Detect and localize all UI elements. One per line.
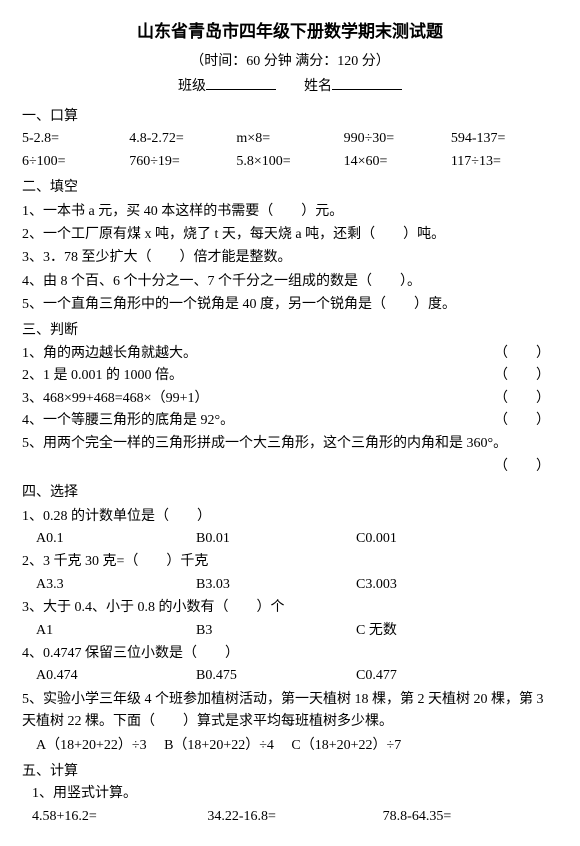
choice-q4-stem: 4、0.4747 保留三位小数是（ ） — [22, 643, 558, 665]
calc-item: 78.8-64.35= — [383, 806, 558, 828]
calc-item: 4.58+16.2= — [32, 806, 207, 828]
judge-paren: （ ） — [494, 410, 558, 432]
choice-opt-a: A1 — [36, 620, 196, 642]
choice-opt-a: A0.474 — [36, 665, 196, 687]
fill-q5: 5、一个直角三角形中的一个锐角是 40 度，另一个锐角是（ ）度。 — [22, 294, 558, 316]
name-label: 姓名 — [304, 79, 332, 94]
mental-item: m×8= — [236, 128, 343, 150]
judge-q5-stem: 5、用两个完全一样的三角形拼成一个大三角形，这个三角形的内角和是 360°。 — [22, 433, 558, 455]
choice-q3-opts: A1 B3 C 无数 — [22, 620, 558, 642]
judge-q4: 4、一个等腰三角形的底角是 92°。 （ ） — [22, 410, 558, 432]
choice-q3-stem: 3、大于 0.4、小于 0.8 的小数有（ ）个 — [22, 597, 558, 619]
choice-opt-a: A3.3 — [36, 574, 196, 596]
judge-q5-paren-line: （ ） — [22, 456, 558, 478]
class-blank — [206, 76, 276, 90]
judge-q3: 3、468×99+468=468×（99+1） （ ） — [22, 388, 558, 410]
mental-row-2: 6÷100= 760÷19= 5.8×100= 14×60= 117÷13= — [22, 151, 558, 173]
mental-item: 990÷30= — [344, 128, 451, 150]
section-5-head: 五、计算 — [22, 761, 558, 783]
judge-paren: （ ） — [494, 365, 558, 387]
calc-sub1: 1、用竖式计算。 — [22, 783, 558, 805]
section-4-head: 四、选择 — [22, 482, 558, 504]
calc-item: 34.22-16.8= — [207, 806, 382, 828]
class-label: 班级 — [178, 79, 206, 94]
fill-q4: 4、由 8 个百、6 个十分之一、7 个千分之一组成的数是（ ）。 — [22, 271, 558, 293]
exam-title: 山东省青岛市四年级下册数学期末测试题 — [22, 18, 558, 45]
fill-q2: 2、一个工厂原有煤 x 吨，烧了 t 天，每天烧 a 吨，还剩（ ）吨。 — [22, 224, 558, 246]
exam-subtitle: （时间：60 分钟 满分：120 分） — [22, 51, 558, 73]
section-2-head: 二、填空 — [22, 177, 558, 199]
choice-q2-opts: A3.3 B3.03 C3.003 — [22, 574, 558, 596]
choice-opt-c: C0.477 — [356, 665, 516, 687]
judge-paren: （ ） — [494, 456, 558, 478]
fill-q1: 1、一本书 a 元，买 40 本这样的书需要（ ）元。 — [22, 201, 558, 223]
calc-row-1: 4.58+16.2= 34.22-16.8= 78.8-64.35= — [22, 806, 558, 828]
choice-opt-b: B0.475 — [196, 665, 356, 687]
judge-stem: 4、一个等腰三角形的底角是 92°。 — [22, 410, 234, 432]
mental-item: 6÷100= — [22, 151, 129, 173]
judge-stem: 1、角的两边越长角就越大。 — [22, 343, 197, 365]
mental-item: 14×60= — [344, 151, 451, 173]
judge-stem: 2、1 是 0.001 的 1000 倍。 — [22, 365, 183, 387]
choice-q1-stem: 1、0.28 的计数单位是（ ） — [22, 506, 558, 528]
judge-q1: 1、角的两边越长角就越大。 （ ） — [22, 343, 558, 365]
choice-opt-b: B3 — [196, 620, 356, 642]
mental-item: 117÷13= — [451, 151, 558, 173]
section-1-head: 一、口算 — [22, 106, 558, 128]
section-3-head: 三、判断 — [22, 320, 558, 342]
choice-opt-b: B0.01 — [196, 528, 356, 550]
mental-item: 5.8×100= — [236, 151, 343, 173]
mental-row-1: 5-2.8= 4.8-2.72= m×8= 990÷30= 594-137= — [22, 128, 558, 150]
choice-opt-c: C 无数 — [356, 620, 516, 642]
mental-item: 4.8-2.72= — [129, 128, 236, 150]
choice-q5-stem: 5、实验小学三年级 4 个班参加植树活动，第一天植树 18 棵，第 2 天植树 … — [22, 689, 558, 734]
choice-opt-c: C3.003 — [356, 574, 516, 596]
judge-stem: 3、468×99+468=468×（99+1） — [22, 388, 208, 410]
choice-opt-c: C0.001 — [356, 528, 516, 550]
mental-item: 5-2.8= — [22, 128, 129, 150]
student-fields: 班级 姓名 — [22, 76, 558, 98]
choice-opt-b: B3.03 — [196, 574, 356, 596]
mental-item: 760÷19= — [129, 151, 236, 173]
choice-opt-a: A0.1 — [36, 528, 196, 550]
mental-item: 594-137= — [451, 128, 558, 150]
choice-q2-stem: 2、3 千克 30 克=（ ）千克 — [22, 551, 558, 573]
fill-q3: 3、3．78 至少扩大（ ）倍才能是整数。 — [22, 247, 558, 269]
judge-paren: （ ） — [494, 343, 558, 365]
judge-paren: （ ） — [494, 388, 558, 410]
judge-q2: 2、1 是 0.001 的 1000 倍。 （ ） — [22, 365, 558, 387]
name-blank — [332, 76, 402, 90]
choice-q5-opts: A（18+20+22）÷3 B（18+20+22）÷4 C（18+20+22）÷… — [22, 735, 558, 757]
choice-q4-opts: A0.474 B0.475 C0.477 — [22, 665, 558, 687]
choice-q1-opts: A0.1 B0.01 C0.001 — [22, 528, 558, 550]
